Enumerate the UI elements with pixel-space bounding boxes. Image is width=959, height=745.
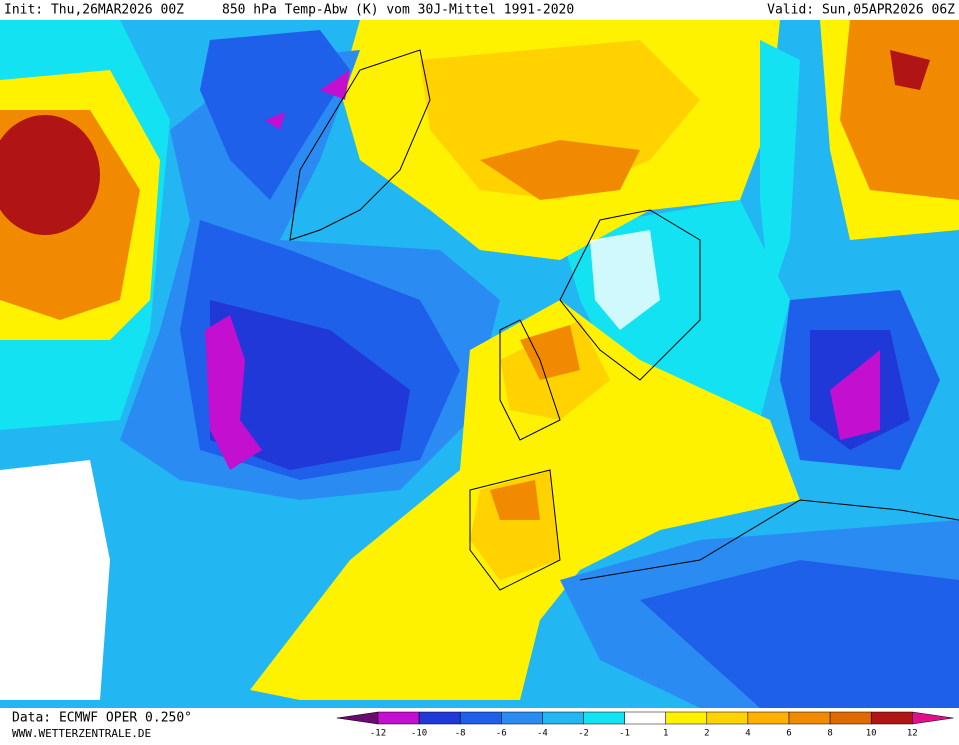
header-bar [0, 0, 959, 20]
legend-swatch [542, 711, 584, 725]
legend-swatch [747, 711, 790, 725]
legend-tick-label: 8 [827, 729, 832, 739]
legend-swatch [870, 711, 913, 725]
legend-swatch [829, 711, 872, 725]
legend-swatch [706, 711, 749, 725]
legend-tick-label: 6 [786, 729, 791, 739]
legend-tick-label: -10 [411, 729, 427, 739]
legend-tick-label: -4 [537, 729, 548, 739]
legend-swatch [501, 711, 543, 725]
map-title: 850 hPa Temp-Abw (K) vom 30J-Mittel 1991… [222, 3, 574, 18]
legend-tick-label: 2 [704, 729, 709, 739]
legend-tick-label: -12 [370, 729, 386, 739]
legend-swatch [377, 711, 420, 725]
legend-swatch [788, 711, 831, 725]
legend-swatch [624, 711, 666, 725]
legend-swatch [459, 711, 502, 725]
init-label: Init: Thu,26MAR2026 00Z [4, 3, 184, 18]
legend-tick-label: -8 [455, 729, 466, 739]
legend-tick-label: -2 [578, 729, 589, 739]
legend-tick-label: 12 [907, 729, 918, 739]
map [0, 20, 959, 708]
legend-tick-label: -1 [619, 729, 630, 739]
site-name: WWW.WETTERZENTRALE.DE [12, 727, 151, 740]
color-legend: -12 -10 -8 -6 -4 -2 -1 1 2 4 6 8 10 12 [336, 711, 954, 739]
legend-swatch [583, 711, 625, 725]
valid-label: Valid: Sun,05APR2026 06Z [767, 3, 955, 18]
legend-tick-label: 10 [866, 729, 877, 739]
legend-tick-label: -6 [496, 729, 507, 739]
legend-swatch [665, 711, 708, 725]
legend-arrow [912, 711, 954, 725]
legend-swatch [418, 711, 461, 725]
data-source: Data: ECMWF OPER 0.250° [12, 711, 192, 726]
legend-tick-label: 4 [745, 729, 750, 739]
legend-tick-label: 1 [663, 729, 668, 739]
